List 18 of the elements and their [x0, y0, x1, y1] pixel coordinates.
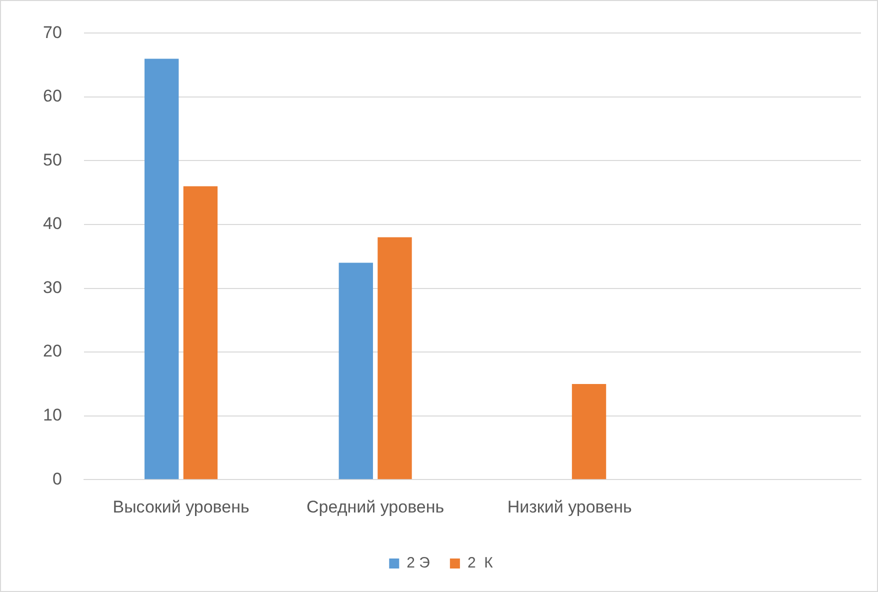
x-tick-label: Высокий уровень [112, 497, 250, 516]
y-tick-label: 30 [42, 278, 62, 297]
bar [338, 262, 373, 480]
legend-label: 2 К [467, 554, 494, 572]
legend-label: 2 Э [406, 554, 430, 572]
bar [572, 384, 606, 480]
y-tick-label: 10 [42, 406, 62, 425]
y-tick-label: 0 [52, 469, 62, 488]
y-tick-label: 20 [42, 342, 62, 361]
bar [183, 186, 218, 480]
bar [378, 237, 412, 480]
x-tick-label: Средний уровень [306, 497, 444, 516]
y-tick-label: 40 [42, 214, 62, 234]
x-tick-label: Низкий уровень [507, 497, 632, 516]
y-tick-label: 60 [42, 86, 62, 106]
bar [144, 58, 179, 480]
y-tick-label: 70 [42, 22, 62, 42]
y-tick-label: 50 [42, 150, 62, 170]
